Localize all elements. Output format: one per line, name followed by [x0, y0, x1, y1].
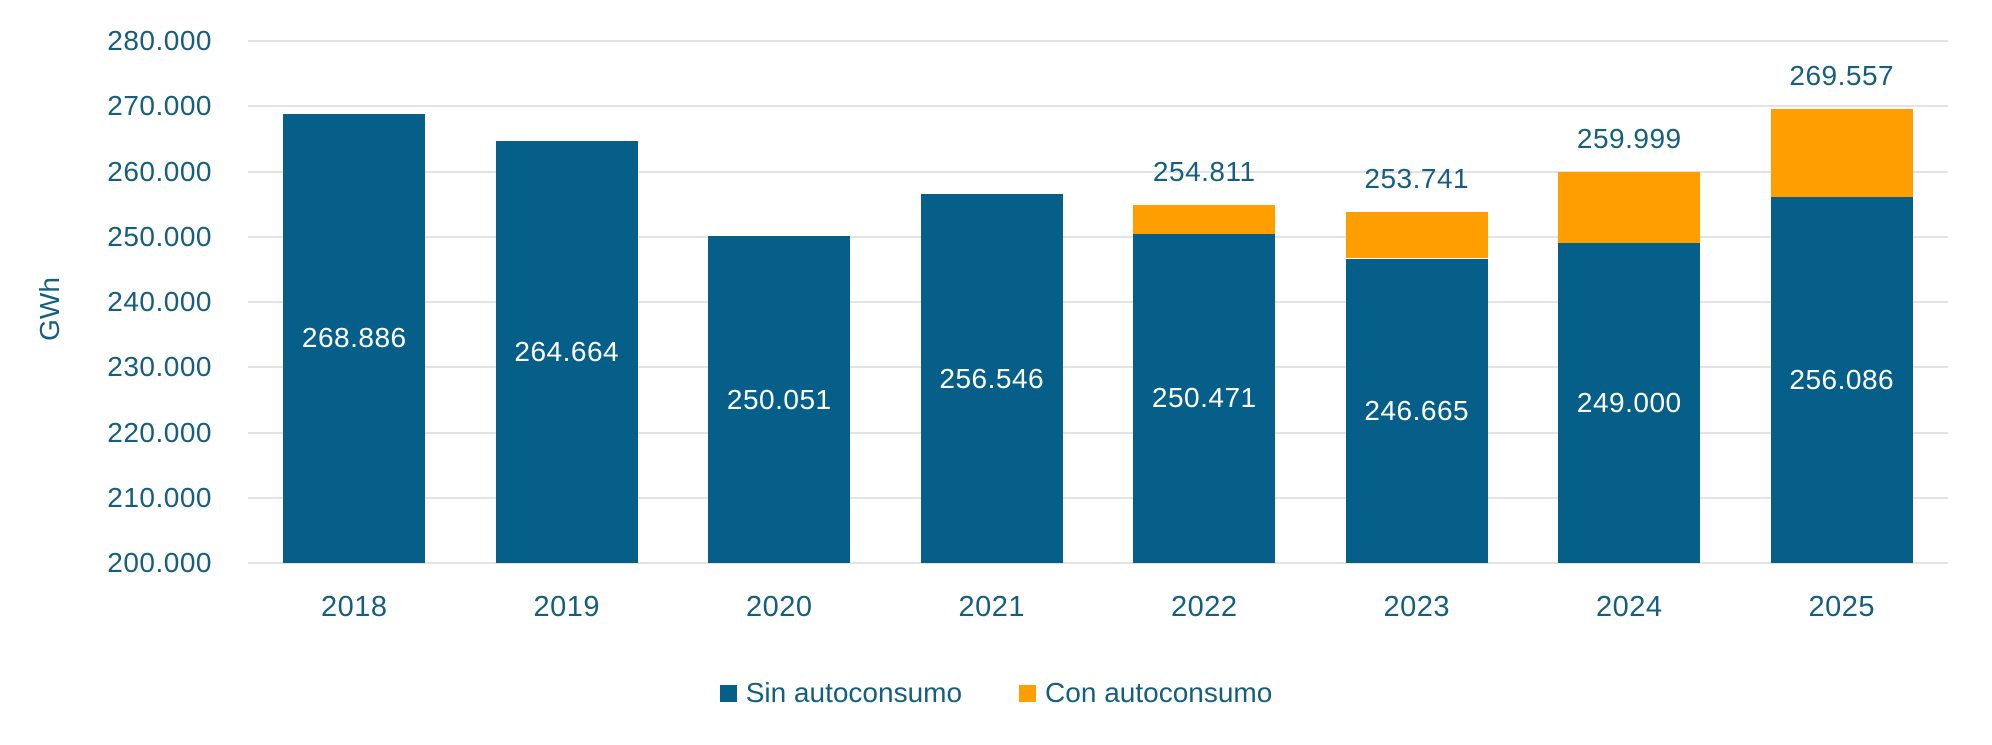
y-tick-label: 210.000: [107, 481, 212, 513]
bar-segment-sin-autoconsumo[interactable]: [495, 141, 638, 563]
legend-item-con-autoconsumo[interactable]: Con autoconsumo: [1019, 678, 1272, 708]
bar-value-label: 250.471: [1151, 382, 1257, 414]
x-axis-label: 2022: [1170, 591, 1238, 623]
x-axis-label: 2018: [320, 591, 388, 623]
bar-segment-con-autoconsumo[interactable]: [1558, 171, 1701, 244]
y-tick-label: 280.000: [107, 25, 212, 56]
gridline: [248, 40, 1948, 42]
bar-segment-sin-autoconsumo[interactable]: [920, 194, 1063, 563]
bar-value-label: 250.051: [726, 383, 832, 415]
legend-label: Con autoconsumo: [1045, 677, 1273, 708]
bar-value-label: 249.000: [1576, 387, 1682, 419]
gridline: [248, 562, 1948, 564]
y-tick-label: 270.000: [107, 90, 212, 122]
bar-value-label: 256.546: [939, 362, 1045, 394]
bar-value-label: 256.086: [1789, 364, 1895, 396]
bar-segment-sin-autoconsumo[interactable]: [1133, 233, 1276, 563]
bar-segment-con-autoconsumo[interactable]: [1770, 109, 1913, 198]
y-tick-label: 240.000: [107, 286, 212, 317]
gridline: [248, 170, 1948, 173]
bar-value-label: 268.886: [301, 322, 407, 354]
bar-segment-sin-autoconsumo[interactable]: [283, 113, 426, 563]
gridline: [248, 431, 1948, 434]
x-axis-label: 2025: [1808, 591, 1875, 623]
x-axis-label: 2024: [1595, 591, 1663, 623]
x-axis-label: 2023: [1383, 591, 1450, 623]
gridline: [248, 235, 1948, 238]
y-tick-label: 220.000: [107, 416, 212, 448]
total-value-label: 269.557: [1789, 60, 1895, 92]
gridline: [248, 105, 1948, 108]
gridline: [248, 496, 1948, 499]
gridline: [248, 301, 1948, 303]
legend-label: Sin autoconsumo: [745, 677, 963, 708]
total-value-label: 254.811: [1152, 156, 1256, 188]
y-tick-label: 260.000: [107, 155, 212, 187]
x-axis-label: 2021: [958, 591, 1025, 623]
bar-segment-sin-autoconsumo[interactable]: [708, 236, 851, 563]
bar-segment-sin-autoconsumo[interactable]: [1770, 197, 1913, 563]
bar-segment-con-autoconsumo[interactable]: [1133, 205, 1276, 234]
bar-value-label: 246.665: [1364, 394, 1470, 426]
y-tick-label: 250.000: [107, 220, 212, 252]
legend-item-sin-autoconsumo[interactable]: Sin autoconsumo: [719, 677, 963, 708]
total-value-label: 253.741: [1364, 163, 1470, 195]
x-axis-label: 2020: [745, 591, 813, 623]
bar-segment-sin-autoconsumo[interactable]: [1558, 243, 1701, 563]
bar-segment-sin-autoconsumo[interactable]: [1345, 258, 1488, 563]
legend: Sin autoconsumo Con autoconsumo: [0, 676, 1992, 710]
y-tick-label: 230.000: [107, 351, 212, 383]
gridline: [248, 366, 1948, 369]
total-value-label: 259.999: [1576, 122, 1682, 154]
x-axis-label: 2019: [533, 591, 600, 623]
bar-value-label: 264.664: [514, 336, 620, 368]
legend-swatch: [1019, 684, 1037, 702]
bar-segment-con-autoconsumo[interactable]: [1345, 212, 1488, 259]
legend-swatch: [719, 684, 737, 702]
y-tick-label: 200.000: [107, 547, 212, 578]
